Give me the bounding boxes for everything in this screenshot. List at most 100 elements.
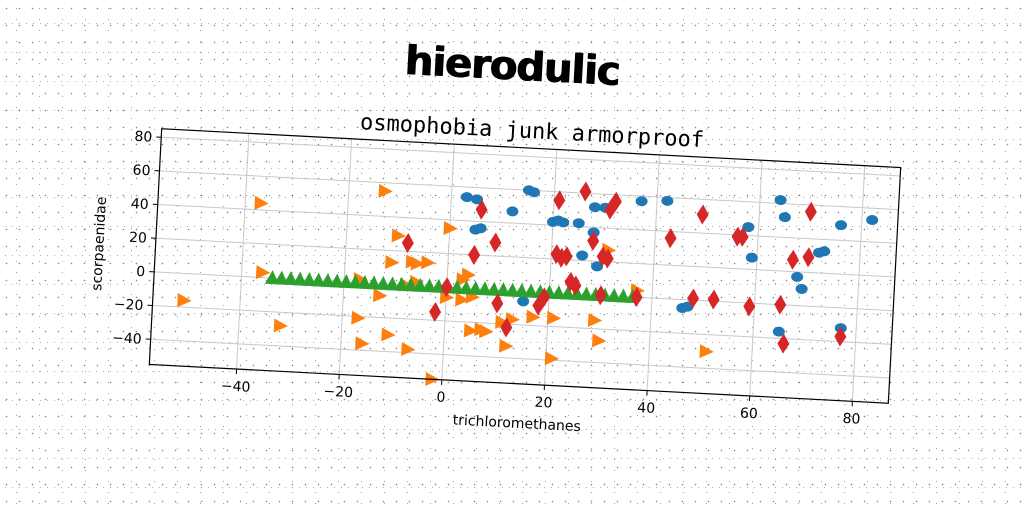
data-point-triangle-up bbox=[477, 281, 492, 296]
data-point-triangle-up bbox=[283, 271, 298, 286]
data-point-triangle-up bbox=[486, 281, 501, 297]
data-point-triangle-right bbox=[391, 228, 406, 243]
data-point-triangle-up bbox=[403, 277, 418, 292]
data-point-diamond bbox=[804, 201, 817, 222]
data-point-triangle-up bbox=[514, 283, 529, 298]
x-tick-label: −20 bbox=[323, 384, 353, 402]
data-point-triangle-up bbox=[505, 282, 520, 298]
y-tick-label: 0 bbox=[136, 264, 146, 280]
data-point-circle bbox=[635, 196, 648, 207]
data-point-triangle-up bbox=[421, 278, 436, 293]
data-point-diamond bbox=[532, 295, 545, 316]
data-point-diamond bbox=[630, 287, 643, 308]
data-point-triangle-up bbox=[468, 280, 483, 296]
data-point-diamond bbox=[553, 190, 566, 211]
data-point-triangle-right bbox=[381, 327, 396, 342]
data-point-triangle-up bbox=[338, 273, 353, 289]
data-point-triangle-up bbox=[348, 274, 363, 289]
y-gridline bbox=[155, 237, 895, 278]
y-axis-label: scorpaenidae bbox=[89, 196, 110, 291]
y-tick-label: 40 bbox=[130, 196, 149, 213]
data-point-triangle-right bbox=[273, 318, 288, 333]
plot-area: osmophobia junk armorproof −40 −20 0 20 40 60… bbox=[89, 110, 902, 435]
y-tick-label: 20 bbox=[129, 230, 148, 247]
x-tick-label: 40 bbox=[637, 400, 656, 417]
data-point-circle bbox=[588, 202, 601, 213]
data-point-triangle-right bbox=[544, 351, 560, 366]
data-point-triangle-right bbox=[410, 256, 426, 271]
y-tick-label: 80 bbox=[134, 129, 153, 146]
data-point-diamond bbox=[440, 277, 453, 298]
data-point-diamond bbox=[429, 301, 442, 322]
data-point-circle bbox=[506, 206, 519, 217]
data-point-circle bbox=[795, 283, 808, 294]
y-gridline bbox=[150, 338, 890, 379]
data-point-triangle-right bbox=[526, 309, 541, 324]
x-tick-label: 80 bbox=[842, 411, 861, 428]
data-point-triangle-right bbox=[401, 341, 416, 356]
x-gridline bbox=[543, 149, 558, 386]
data-point-diamond bbox=[664, 228, 677, 249]
data-point-circle bbox=[835, 220, 848, 231]
x-axis-label: trichloromethanes bbox=[452, 412, 581, 435]
data-point-circle bbox=[517, 296, 530, 307]
data-point-triangle-up bbox=[311, 272, 326, 287]
data-point-triangle-up bbox=[431, 278, 446, 294]
data-point-triangle-right bbox=[421, 255, 436, 270]
data-point-triangle-up bbox=[292, 271, 307, 286]
data-point-circle bbox=[772, 326, 785, 337]
data-point-triangle-right bbox=[461, 267, 476, 282]
data-point-triangle-up bbox=[320, 272, 335, 288]
data-point-circle bbox=[745, 252, 758, 263]
data-point-diamond bbox=[560, 246, 573, 267]
data-point-triangle-up bbox=[264, 270, 279, 285]
x-tick-label: 0 bbox=[436, 390, 446, 406]
x-gridline bbox=[441, 144, 455, 380]
data-point-triangle-right bbox=[463, 323, 479, 338]
y-gridline bbox=[152, 305, 892, 345]
data-point-triangle-right bbox=[378, 183, 393, 198]
data-point-circle bbox=[528, 187, 541, 198]
y-tick-label: −40 bbox=[112, 330, 142, 348]
data-point-triangle-right bbox=[591, 333, 607, 348]
data-point-diamond bbox=[736, 226, 749, 247]
data-point-diamond bbox=[491, 293, 504, 314]
data-point-triangle-up bbox=[384, 276, 399, 291]
y-tick-label: −20 bbox=[113, 297, 143, 315]
data-point-triangle-right bbox=[499, 338, 514, 353]
x-gridline bbox=[236, 133, 250, 370]
grid bbox=[150, 133, 901, 402]
data-point-diamond bbox=[601, 248, 614, 269]
y-tick-label: 60 bbox=[132, 162, 151, 179]
data-points bbox=[177, 181, 879, 386]
data-point-triangle-right bbox=[587, 312, 603, 327]
data-point-triangle-right bbox=[385, 255, 400, 270]
data-point-diamond bbox=[777, 333, 790, 354]
data-point-circle bbox=[557, 217, 570, 228]
y-gridline bbox=[161, 136, 901, 177]
data-point-circle bbox=[661, 195, 674, 206]
data-point-diamond bbox=[687, 288, 700, 309]
data-point-diamond bbox=[743, 296, 756, 317]
data-point-triangle-right bbox=[355, 336, 370, 351]
x-gridline bbox=[338, 138, 353, 375]
data-point-circle bbox=[471, 194, 484, 205]
x-tick-label: 20 bbox=[534, 395, 553, 412]
data-point-triangle-up bbox=[301, 272, 316, 287]
tick-labels: −40 −20 0 20 40 60 80 −40 −20 0 20 40 60 80 bbox=[112, 129, 861, 428]
data-point-triangle-up bbox=[560, 285, 575, 300]
data-point-diamond bbox=[786, 249, 799, 270]
data-point-triangle-right bbox=[546, 310, 562, 325]
data-point-diamond bbox=[579, 181, 592, 202]
data-point-triangle-right bbox=[455, 292, 470, 307]
data-point-circle bbox=[572, 218, 585, 229]
data-point-triangle-up bbox=[615, 288, 630, 303]
data-point-circle bbox=[774, 195, 787, 206]
data-point-triangle-up bbox=[569, 286, 584, 301]
x-gridline bbox=[851, 165, 866, 402]
data-point-triangle-right bbox=[479, 324, 494, 339]
chart-subtitle: osmophobia junk armorproof bbox=[359, 110, 704, 153]
data-point-triangle-up bbox=[274, 270, 289, 285]
data-point-diamond bbox=[475, 199, 488, 220]
